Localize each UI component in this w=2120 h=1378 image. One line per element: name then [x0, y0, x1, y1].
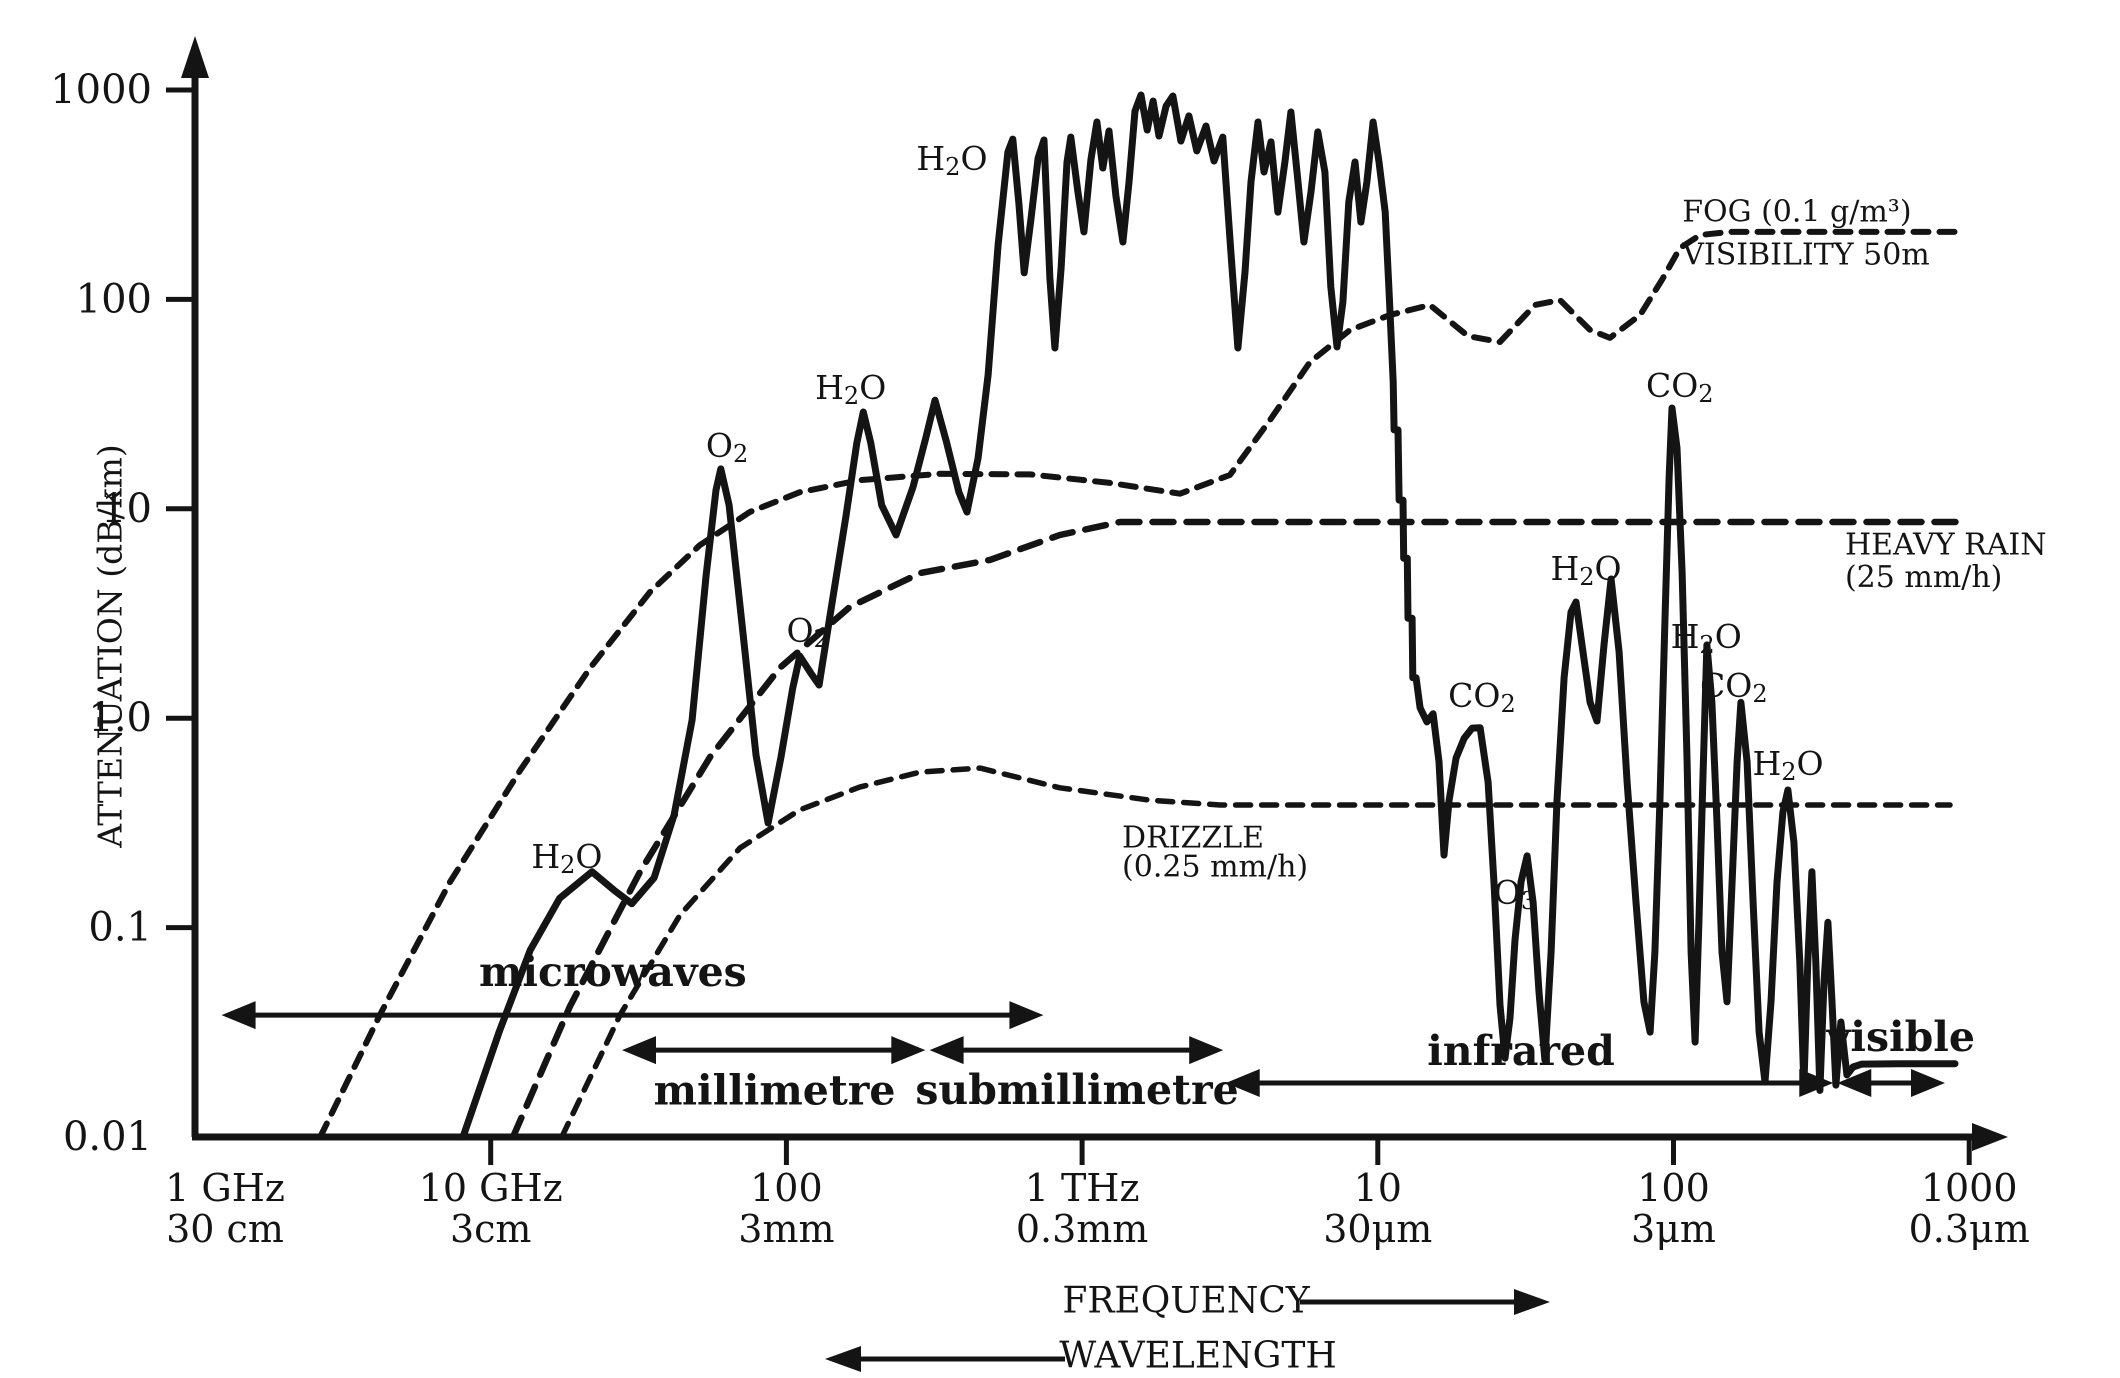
molecule-label: H2O	[1671, 616, 1742, 659]
x-tick-freq-label: 1 GHz	[165, 1166, 285, 1210]
molecule-label: H2O	[916, 139, 987, 182]
wavelength-label: WAVELENGTH	[1059, 1336, 1337, 1377]
x-tick-wavelength-label: 0.3μm	[1909, 1207, 2030, 1251]
x-tick-wavelength-label: 30 cm	[166, 1207, 284, 1251]
molecule-label: O3	[1494, 872, 1536, 915]
y-tick-label: 0.01	[63, 1114, 152, 1160]
x-tick-wavelength-label: 3μm	[1631, 1207, 1716, 1251]
molecule-label: H2O	[1550, 549, 1621, 592]
band-label-visible: visible	[1826, 1013, 1975, 1061]
band-arrow-right-icon	[1189, 1036, 1224, 1065]
y-tick-label: 0.1	[88, 905, 152, 951]
x-tick-freq-label: 10 GHz	[419, 1166, 563, 1210]
band-arrow-right-icon	[1009, 1001, 1044, 1030]
y-tick-label: 1000	[50, 67, 152, 113]
molecule-label: H2O	[815, 367, 886, 410]
molecule-label: H2O	[531, 836, 602, 879]
band-label-submillimetre: submillimetre	[915, 1066, 1238, 1114]
condition-label: (25 mm/h)	[1845, 560, 2002, 595]
y-tick-label: 100	[76, 276, 152, 322]
y-axis-title: ATTENUATION (dB/km)	[91, 444, 130, 848]
x-tick-wavelength-label: 30μm	[1323, 1207, 1432, 1251]
band-label-microwaves: microwaves	[479, 948, 747, 996]
molecule-label: CO2	[1700, 666, 1768, 709]
x-axis-arrow-icon	[1972, 1123, 2008, 1151]
y-tick-label: 1.0	[88, 695, 152, 741]
x-tick-freq-label: 10	[1354, 1166, 1402, 1210]
fog-curve	[317, 228, 1958, 1140]
condition-label: FOG (0.1 g/m³)	[1682, 195, 1911, 230]
band-arrow-left-icon	[622, 1036, 657, 1065]
frequency-label: FREQUENCY	[1062, 1281, 1311, 1322]
molecule-label: O2	[706, 425, 748, 468]
atmospheric-attenuation-curve	[459, 91, 1959, 1141]
condition-label: VISIBILITY 50m	[1681, 237, 1930, 272]
wavelength-arrow-icon	[825, 1346, 861, 1372]
band-arrow-left-icon	[1225, 1069, 1260, 1098]
condition-label: HEAVY RAIN	[1845, 528, 2047, 563]
band-arrow-right-icon	[891, 1036, 926, 1065]
x-tick-wavelength-label: 3mm	[738, 1207, 834, 1251]
molecule-label: O2	[786, 610, 828, 653]
y-axis-arrow-icon	[181, 36, 209, 78]
band-arrow-right-icon	[1799, 1069, 1834, 1098]
drizzle-curve	[559, 765, 1953, 1140]
x-tick-wavelength-label: 3cm	[450, 1207, 532, 1251]
x-tick-freq-label: 1000	[1921, 1166, 2018, 1210]
x-tick-wavelength-label: 0.3mm	[1016, 1207, 1149, 1251]
band-label-infrared: infrared	[1427, 1027, 1615, 1075]
band-arrow-left-icon	[1837, 1069, 1872, 1098]
x-tick-freq-label: 1 THz	[1025, 1166, 1140, 1210]
band-arrow-right-icon	[1910, 1069, 1945, 1098]
band-arrow-left-icon	[221, 1001, 256, 1030]
molecule-label: CO2	[1646, 366, 1714, 409]
frequency-arrow-icon	[1514, 1289, 1550, 1315]
y-tick-label: 10	[101, 486, 152, 532]
condition-label: DRIZZLE	[1122, 820, 1264, 855]
heavy-rain-curve	[509, 518, 1962, 1141]
condition-label: (0.25 mm/h)	[1122, 849, 1308, 884]
molecule-label: CO2	[1448, 676, 1516, 719]
x-tick-freq-label: 100	[750, 1166, 823, 1210]
band-label-millimetre: millimetre	[654, 1066, 896, 1114]
x-tick-freq-label: 100	[1637, 1166, 1710, 1210]
molecule-label: H2O	[1752, 744, 1823, 787]
band-arrow-left-icon	[929, 1036, 964, 1065]
